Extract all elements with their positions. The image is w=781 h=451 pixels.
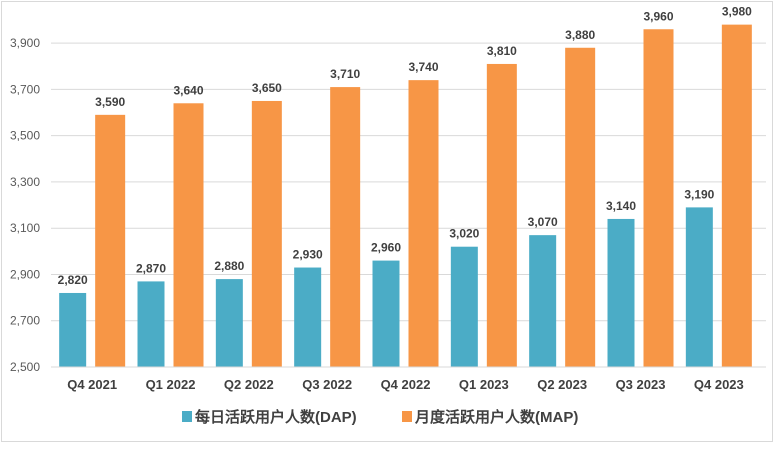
data-label: 3,810	[487, 44, 517, 58]
x-tick-label: Q1 2022	[146, 377, 196, 392]
data-label: 3,590	[95, 95, 125, 109]
y-tick-label: 2,500	[10, 360, 40, 374]
y-tick-label: 3,900	[10, 36, 40, 50]
x-tick-label: Q4 2021	[67, 377, 117, 392]
y-tick-label: 3,300	[10, 175, 40, 189]
x-tick-label: Q4 2022	[381, 377, 431, 392]
dap-bar	[372, 260, 400, 367]
x-tick-label: Q1 2023	[459, 377, 509, 392]
dap-bar	[607, 218, 635, 367]
map-bar	[643, 29, 674, 368]
map-bar	[95, 114, 126, 367]
data-label: 3,140	[606, 199, 636, 213]
map-bar	[486, 63, 517, 367]
dap-bar	[294, 267, 322, 367]
x-tick-label: Q3 2023	[616, 377, 666, 392]
x-tick-label: Q2 2022	[224, 377, 274, 392]
map-bar	[251, 100, 282, 367]
y-tick-label: 3,100	[10, 221, 40, 235]
data-label: 3,650	[252, 81, 282, 95]
data-label: 3,740	[408, 60, 438, 74]
y-tick-label: 3,500	[10, 129, 40, 143]
y-tick-label: 3,700	[10, 82, 40, 96]
x-tick-label: Q4 2023	[694, 377, 744, 392]
map-bar	[721, 24, 752, 367]
data-label: 2,820	[58, 273, 88, 287]
legend-label: 每日活跃用户人数(DAP)	[195, 408, 357, 426]
map-bar	[408, 80, 439, 367]
data-label: 3,190	[684, 187, 714, 201]
data-label: 2,960	[371, 241, 401, 255]
data-label: 3,960	[643, 9, 673, 23]
data-label: 3,880	[565, 28, 595, 42]
map-bar	[173, 103, 204, 367]
dap-bar	[685, 207, 713, 367]
data-label: 2,880	[214, 259, 244, 273]
dap-bar	[529, 235, 557, 367]
x-tick-label: Q3 2022	[302, 377, 352, 392]
data-label: 3,020	[449, 227, 479, 241]
data-label: 3,980	[722, 5, 752, 19]
legend-swatch	[182, 411, 192, 422]
data-label: 3,710	[330, 67, 360, 81]
y-tick-label: 2,700	[10, 314, 40, 328]
legend-label: 月度活跃用户人数(MAP)	[414, 408, 578, 426]
data-label: 3,640	[173, 83, 203, 97]
x-tick-label: Q2 2023	[537, 377, 587, 392]
dap-bar	[215, 279, 243, 367]
map-bar	[565, 47, 596, 367]
data-label: 3,070	[528, 215, 558, 229]
dap-bar	[137, 281, 165, 367]
data-label: 2,870	[136, 261, 166, 275]
dap-bar	[450, 246, 478, 367]
legend-swatch	[402, 411, 412, 422]
data-label: 2,930	[293, 248, 323, 262]
dap-bar	[59, 292, 87, 367]
map-bar	[330, 87, 361, 367]
y-tick-label: 2,900	[10, 267, 40, 281]
